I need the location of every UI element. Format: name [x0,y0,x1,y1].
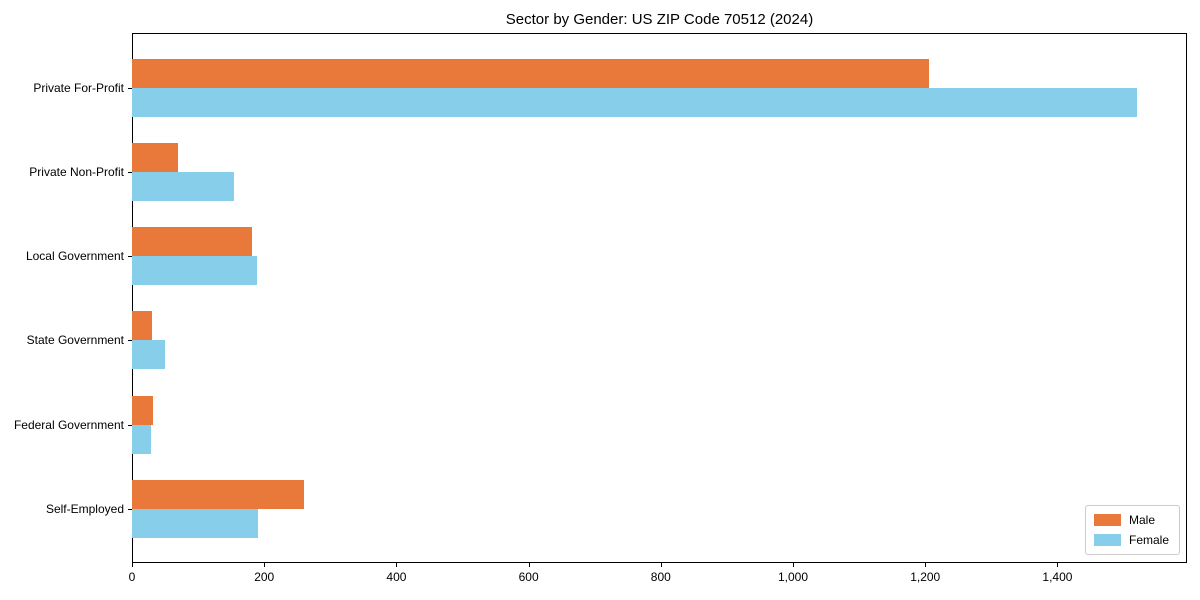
bar-female-local-government [132,256,257,286]
bar-female-self-employed [132,508,259,538]
category-label-private-for-profit: Private For-Profit [33,80,124,95]
bar-male-local-government [132,227,253,257]
x-axis-tick-600 [528,563,530,567]
x-axis-tick-0 [132,563,133,567]
y-axis-tick-private-for-profit [128,87,132,89]
legend-entry-male: Male [1093,513,1169,527]
bar-male-private-for-profit [132,58,929,88]
x-axis-tick-400 [396,563,398,567]
y-axis-tick-self-employed [128,508,132,510]
legend-swatch-female [1093,534,1121,546]
x-tick-label-1,000: 1,000 [778,570,809,584]
legend-swatch-male [1093,514,1121,526]
category-label-local-government: Local Government [25,249,124,264]
category-label-state-government: State Government [26,333,124,348]
chart-title: Sector by Gender: US ZIP Code 70512 (202… [505,11,814,28]
bar-male-private-non-profit [132,142,179,172]
x-axis-tick-1,200 [925,563,927,567]
plot-area [132,33,1187,563]
bar-male-state-government [132,311,152,341]
x-axis-tick-1,400 [1057,563,1059,567]
y-axis-tick-federal-government [128,424,132,426]
y-axis-tick-state-government [128,340,132,342]
bar-female-state-government [132,340,166,370]
y-axis-tick-local-government [128,256,132,258]
bar-female-private-for-profit [132,87,1137,117]
bar-male-federal-government [132,395,154,425]
x-tick-label-1,400: 1,400 [1042,570,1073,584]
x-tick-label-800: 800 [650,570,671,584]
x-tick-label-200: 200 [254,570,275,584]
legend-label-female: Female [1128,533,1169,547]
x-axis-tick-200 [264,563,266,567]
bar-female-private-non-profit [132,171,235,201]
legend: Male Female [1084,505,1180,555]
x-axis-tick-1,000 [793,563,795,567]
legend-label-male: Male [1128,513,1155,527]
x-tick-label-0: 0 [128,570,136,584]
y-axis-tick-private-non-profit [128,171,132,173]
x-tick-label-600: 600 [518,570,539,584]
category-label-private-non-profit: Private Non-Profit [29,164,124,179]
category-label-federal-government: Federal Government [13,417,124,432]
legend-entry-female: Female [1093,533,1169,547]
bar-female-federal-government [132,424,151,454]
x-axis-tick-800 [660,563,662,567]
x-tick-label-1,200: 1,200 [910,570,941,584]
bar-male-self-employed [132,479,304,509]
category-label-self-employed: Self-Employed [45,501,124,516]
x-tick-label-400: 400 [386,570,407,584]
